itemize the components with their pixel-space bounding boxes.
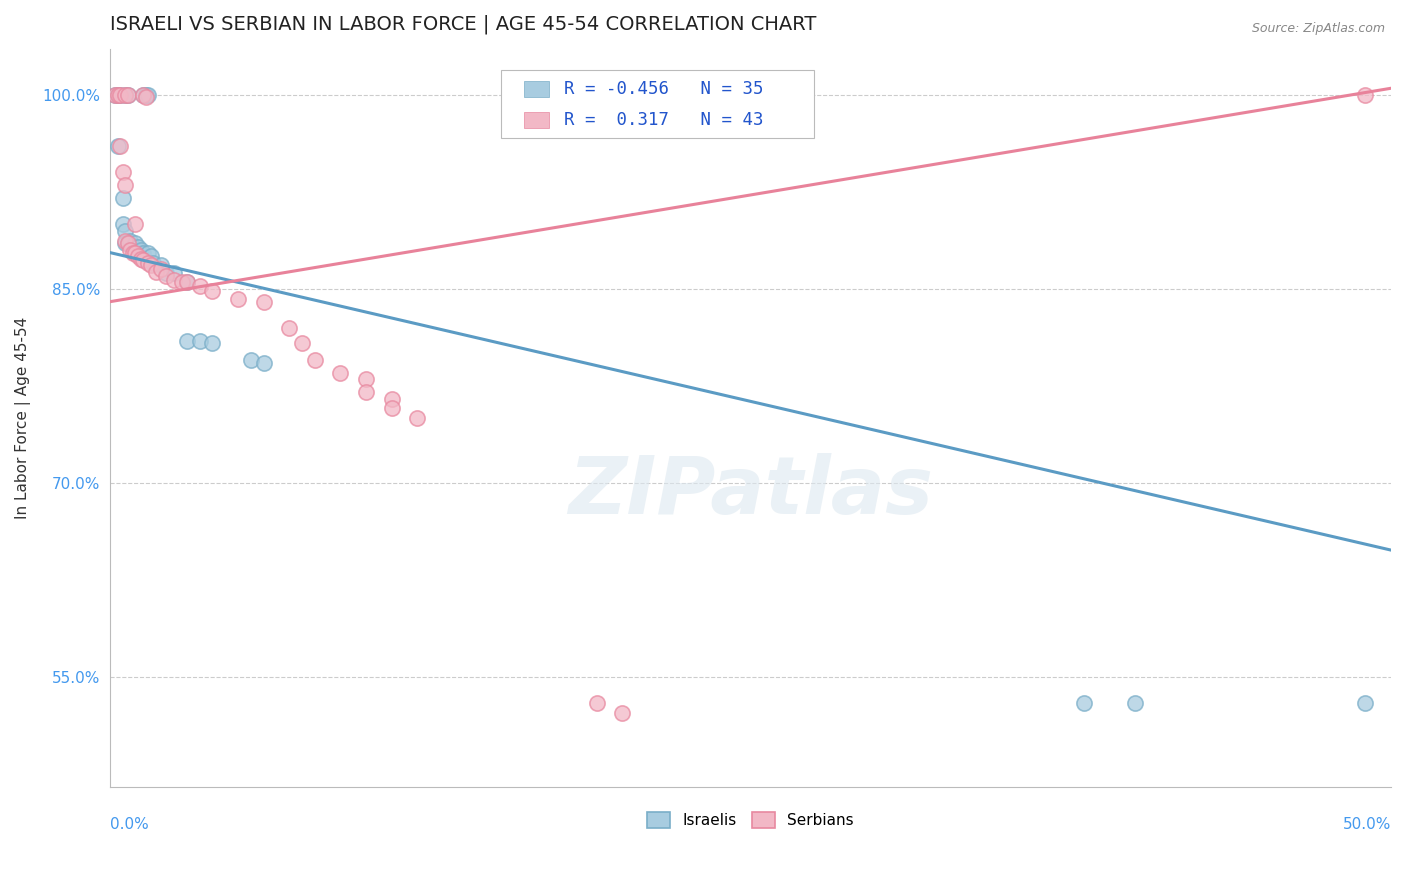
Point <box>354 372 377 386</box>
Point <box>120 243 142 257</box>
Point <box>150 259 173 273</box>
Point <box>150 262 173 277</box>
Point <box>114 223 136 237</box>
Point <box>132 87 155 102</box>
Point <box>278 320 301 334</box>
Point <box>108 87 131 102</box>
Text: Source: ZipAtlas.com: Source: ZipAtlas.com <box>1251 22 1385 36</box>
Point <box>226 292 249 306</box>
Point <box>291 336 314 351</box>
Text: R = -0.456   N = 35: R = -0.456 N = 35 <box>564 80 763 98</box>
Point <box>122 245 145 260</box>
Point <box>132 87 155 102</box>
Point <box>188 334 211 348</box>
Point <box>176 275 198 289</box>
Point <box>108 139 131 153</box>
Point <box>135 90 157 104</box>
Point <box>107 87 129 102</box>
Point <box>612 706 634 720</box>
Point <box>135 87 157 102</box>
Point <box>129 252 152 266</box>
FancyBboxPatch shape <box>523 112 548 128</box>
Point <box>188 279 211 293</box>
Point <box>139 249 162 263</box>
Point <box>111 217 134 231</box>
Point <box>108 87 131 102</box>
Point <box>107 87 129 102</box>
Point <box>585 696 607 710</box>
Point <box>124 236 146 251</box>
Point <box>114 87 136 102</box>
Text: ISRAELI VS SERBIAN IN LABOR FORCE | AGE 45-54 CORRELATION CHART: ISRAELI VS SERBIAN IN LABOR FORCE | AGE … <box>110 15 817 35</box>
Point <box>381 401 404 415</box>
Point <box>117 236 139 251</box>
Text: R =  0.317   N = 43: R = 0.317 N = 43 <box>564 112 763 129</box>
Legend: Israelis, Serbians: Israelis, Serbians <box>641 806 859 835</box>
Point <box>127 240 149 254</box>
Point <box>114 236 136 251</box>
Point <box>170 275 193 289</box>
Point <box>1073 696 1095 710</box>
Point <box>136 245 159 260</box>
Point <box>114 87 136 102</box>
Point <box>107 139 129 153</box>
Point <box>1354 696 1376 710</box>
Point <box>117 87 139 102</box>
Point <box>155 268 177 283</box>
Text: 0.0%: 0.0% <box>110 817 149 832</box>
Point <box>132 253 155 268</box>
Point <box>124 245 146 260</box>
Point <box>104 87 127 102</box>
Point <box>406 411 429 425</box>
Point <box>136 256 159 270</box>
Point <box>114 178 136 193</box>
Point <box>117 236 139 251</box>
Point <box>129 243 152 257</box>
Point <box>201 285 224 299</box>
Point <box>122 240 145 254</box>
Point <box>145 265 167 279</box>
Point <box>252 355 274 369</box>
Point <box>132 245 155 260</box>
Point <box>176 275 198 289</box>
Point <box>163 266 186 280</box>
Point <box>201 336 224 351</box>
Point <box>114 234 136 248</box>
Point <box>136 87 159 102</box>
Point <box>124 217 146 231</box>
Point <box>163 273 186 287</box>
Point <box>111 165 134 179</box>
Point <box>354 385 377 400</box>
Point <box>111 191 134 205</box>
Y-axis label: In Labor Force | Age 45-54: In Labor Force | Age 45-54 <box>15 317 31 519</box>
Point <box>381 392 404 406</box>
Point <box>176 334 198 348</box>
Point <box>117 87 139 102</box>
Point <box>252 294 274 309</box>
Point <box>155 266 177 280</box>
Text: ZIPatlas: ZIPatlas <box>568 453 934 531</box>
Point <box>104 87 127 102</box>
Point <box>142 256 165 270</box>
Point <box>1123 696 1146 710</box>
FancyBboxPatch shape <box>523 81 548 97</box>
Point <box>127 249 149 263</box>
Point <box>304 353 326 368</box>
Point <box>1354 87 1376 102</box>
Point <box>329 366 352 380</box>
FancyBboxPatch shape <box>501 70 814 138</box>
Point <box>120 234 142 248</box>
Point <box>139 259 162 273</box>
Point <box>239 353 262 368</box>
Text: 50.0%: 50.0% <box>1343 817 1391 832</box>
